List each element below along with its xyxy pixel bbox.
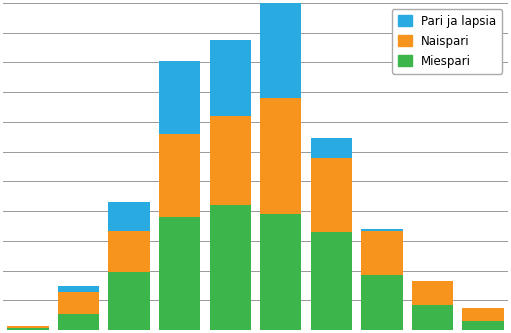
Bar (210, 40, 251, 116)
Bar (462, 321, 504, 330)
Bar (108, 272, 150, 330)
Bar (159, 134, 200, 217)
Bar (311, 232, 352, 330)
Bar (108, 230, 150, 272)
Bar (412, 280, 453, 281)
Bar (210, 116, 251, 205)
Bar (311, 138, 352, 158)
Bar (7, 326, 49, 328)
Bar (58, 286, 99, 291)
Bar (260, 98, 301, 214)
Legend: Pari ja lapsia, Naispari, Miespari: Pari ja lapsia, Naispari, Miespari (392, 9, 502, 74)
Bar (361, 275, 403, 330)
Bar (260, 0, 301, 98)
Bar (260, 214, 301, 330)
Bar (412, 281, 453, 305)
Bar (462, 308, 504, 321)
Bar (7, 328, 49, 330)
Bar (361, 230, 403, 275)
Bar (58, 314, 99, 330)
Bar (159, 61, 200, 134)
Bar (210, 205, 251, 330)
Bar (361, 229, 403, 230)
Bar (311, 158, 352, 232)
Bar (412, 305, 453, 330)
Bar (108, 202, 150, 230)
Bar (159, 217, 200, 330)
Bar (58, 291, 99, 314)
